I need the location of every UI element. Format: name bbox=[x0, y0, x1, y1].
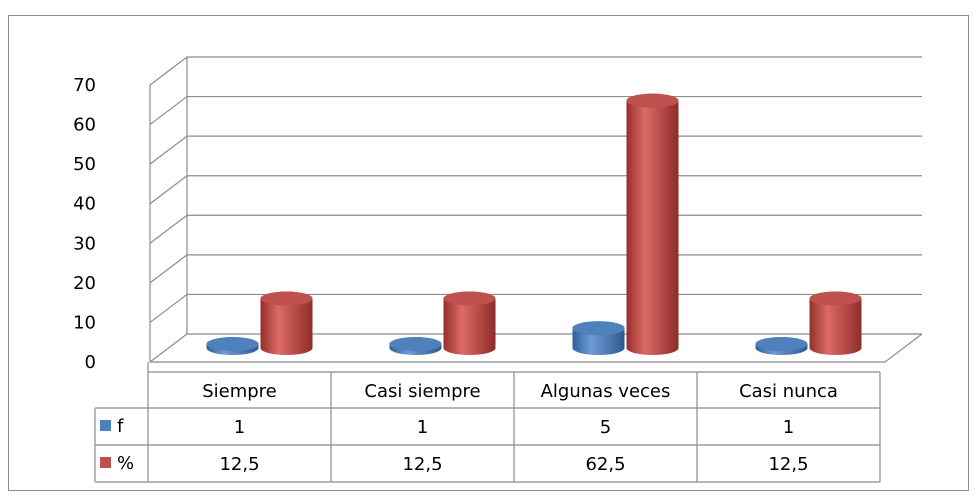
legend-label: f bbox=[117, 416, 124, 437]
bar bbox=[809, 291, 862, 355]
bar-top bbox=[389, 337, 442, 352]
data-label: 12,5 bbox=[768, 454, 808, 475]
grid-line bbox=[149, 95, 922, 126]
data-label: 62,5 bbox=[585, 454, 625, 475]
y-tick-label: 40 bbox=[73, 194, 96, 215]
bar bbox=[443, 291, 496, 355]
y-tick-label: 50 bbox=[73, 154, 96, 175]
y-tick-label: 70 bbox=[73, 75, 96, 96]
x-tick-label: Algunas veces bbox=[541, 381, 671, 402]
bar-top bbox=[443, 291, 496, 306]
data-label: 12,5 bbox=[219, 454, 259, 475]
x-tick-label: Siempre bbox=[202, 381, 277, 402]
y-tick-label: 30 bbox=[73, 233, 96, 254]
y-tick-label: 60 bbox=[73, 115, 96, 136]
bar-top bbox=[260, 291, 313, 306]
bar bbox=[260, 291, 313, 355]
y-tick-label: 0 bbox=[85, 352, 96, 373]
bar-top bbox=[572, 321, 625, 336]
data-label: 12,5 bbox=[402, 454, 442, 475]
bar-top bbox=[755, 337, 808, 352]
x-tick-label: Casi nunca bbox=[739, 381, 838, 402]
bar bbox=[626, 93, 679, 355]
data-label: 1 bbox=[417, 417, 428, 438]
bar-top bbox=[206, 337, 259, 352]
legend-key bbox=[100, 457, 111, 468]
bar-top bbox=[626, 93, 679, 108]
bar-top bbox=[809, 291, 862, 306]
x-tick-label: Casi siempre bbox=[364, 381, 480, 402]
data-label: 5 bbox=[600, 417, 611, 438]
data-label: 1 bbox=[783, 417, 794, 438]
grid-line bbox=[149, 56, 922, 86]
y-tick-label: 20 bbox=[73, 273, 96, 294]
floor-edge bbox=[150, 333, 923, 363]
data-label: 1 bbox=[234, 417, 245, 438]
legend-label: % bbox=[117, 453, 134, 474]
chart-border bbox=[8, 15, 969, 491]
legend-key bbox=[100, 420, 111, 431]
y-tick-label: 10 bbox=[73, 312, 96, 333]
table-grid bbox=[94, 362, 881, 483]
